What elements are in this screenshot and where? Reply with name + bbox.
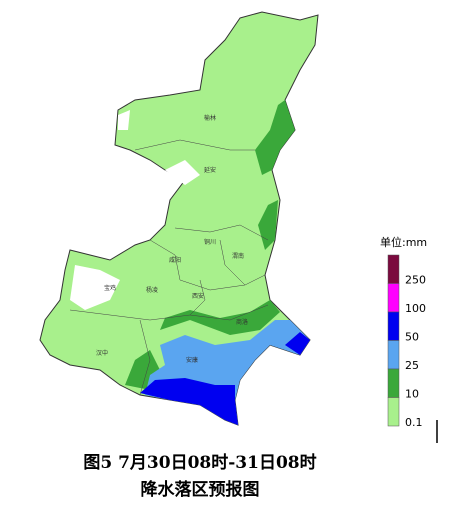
caption-line: 降水落区预报图 [141,479,260,500]
city-label: 延安 [204,166,216,174]
rain-zone-none [165,160,200,185]
legend: 单位:mm 250 100 50 25 10 0.1 [380,235,427,429]
rain-zone-10 [160,300,280,335]
legend-label: 0.1 [405,416,423,429]
legend-swatch [387,397,400,427]
rain-zone-none [118,110,130,130]
legend-swatch [387,254,400,284]
city-label: 渭南 [232,252,244,260]
border [69,304,269,321]
city-label: 汉中 [96,349,108,357]
rain-zone-50 [285,332,310,355]
legend-label: 50 [405,331,419,344]
legend-label: 100 [405,302,426,315]
city-borders [69,139,269,396]
border [189,279,206,316]
legend-swatch [387,368,400,398]
border [174,224,269,241]
city-label: 安康 [186,356,198,364]
border [139,319,151,396]
city-label: 铜川 [204,238,216,246]
legend-title: 单位:mm [380,235,427,249]
rain-zone-none [70,265,120,310]
city-label: 咸阳 [169,256,181,264]
legend-label: 25 [405,359,419,372]
province-map [39,11,319,426]
city-label: 商洛 [236,318,248,326]
city-label: 榆林 [204,114,216,122]
border [219,239,246,286]
legend-label: 250 [405,274,426,287]
city-label: 西安 [192,292,204,300]
city-label: 宝鸡 [104,284,116,292]
legend-swatch [387,283,400,313]
rain-zone-50 [140,378,238,425]
border [134,139,255,151]
caption-line: 图5 7月30日08时-31日08时 [83,453,316,473]
legend-swatch [387,340,400,370]
border [149,239,266,291]
legend-label: 10 [405,388,419,401]
rain-zone-10 [255,100,295,175]
legend-swatch [387,311,400,341]
city-label: 杨凌 [146,286,158,294]
